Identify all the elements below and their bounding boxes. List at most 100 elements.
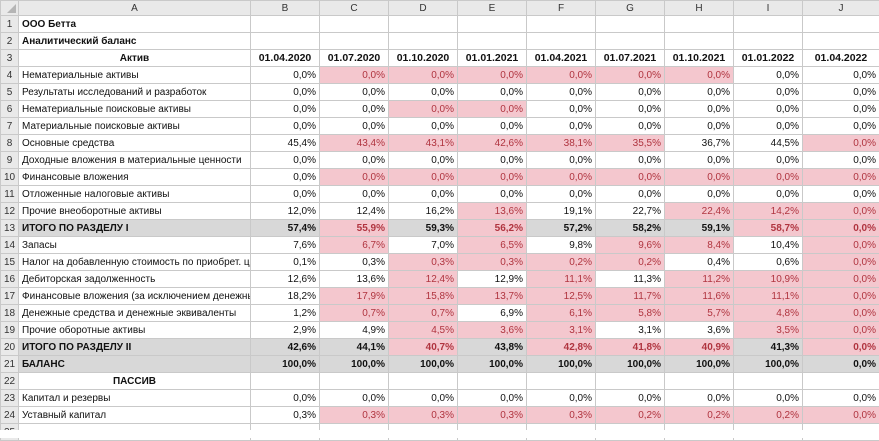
value-cell[interactable]: 3,6% [665,322,734,339]
value-cell[interactable]: 0,0% [251,186,320,203]
value-cell[interactable]: 13,6% [458,203,527,220]
empty-cell[interactable] [389,33,458,50]
empty-cell[interactable] [458,373,527,390]
value-cell[interactable]: 0,0% [596,186,665,203]
empty-cell[interactable] [665,33,734,50]
value-cell[interactable]: 13,7% [458,288,527,305]
value-cell[interactable]: 100,0% [389,356,458,373]
row-header[interactable]: 19 [1,322,19,339]
value-cell[interactable]: 8,4% [665,237,734,254]
value-cell[interactable]: 0,0% [803,118,879,135]
value-cell[interactable]: 0,0% [665,390,734,407]
value-cell[interactable]: 0,0% [320,84,389,101]
value-cell[interactable]: 0,0% [320,67,389,84]
value-cell[interactable]: 100,0% [527,356,596,373]
value-cell[interactable]: 0,0% [458,101,527,118]
value-cell[interactable]: 35,5% [596,135,665,152]
row-label-cell[interactable]: Актив [19,50,251,67]
value-cell[interactable]: 0,0% [389,169,458,186]
row-label-cell[interactable]: ПАССИВ [19,373,251,390]
value-cell[interactable]: 42,8% [527,339,596,356]
value-cell[interactable]: 0,0% [527,84,596,101]
value-cell[interactable]: 6,9% [458,305,527,322]
row-label-cell[interactable]: Прочие внеоборотные активы [19,203,251,220]
row-label-cell[interactable]: Прочие оборотные активы [19,322,251,339]
row-header[interactable]: 24 [1,407,19,424]
value-cell[interactable]: 41,8% [596,339,665,356]
value-cell[interactable]: 0,0% [527,118,596,135]
value-cell[interactable]: 0,3% [458,254,527,271]
value-cell[interactable]: 58,2% [596,220,665,237]
value-cell[interactable]: 0,0% [251,152,320,169]
value-cell[interactable]: 0,0% [665,84,734,101]
value-cell[interactable]: 44,5% [734,135,803,152]
value-cell[interactable]: 0,0% [803,220,879,237]
value-cell[interactable]: 0,0% [803,237,879,254]
value-cell[interactable]: 56,2% [458,220,527,237]
value-cell[interactable]: 0,4% [665,254,734,271]
value-cell[interactable]: 0,0% [803,322,879,339]
empty-cell[interactable] [320,33,389,50]
value-cell[interactable]: 11,1% [734,288,803,305]
value-cell[interactable]: 0,0% [596,118,665,135]
date-header-cell[interactable]: 01.04.2021 [527,50,596,67]
value-cell[interactable]: 0,6% [734,254,803,271]
row-label-cell[interactable]: Нематериальные активы [19,67,251,84]
value-cell[interactable]: 0,3% [458,407,527,424]
value-cell[interactable]: 4,9% [320,322,389,339]
row-header[interactable]: 20 [1,339,19,356]
column-header-i[interactable]: I [734,1,803,16]
value-cell[interactable]: 0,0% [389,186,458,203]
value-cell[interactable]: 0,0% [527,152,596,169]
row-header[interactable]: 12 [1,203,19,220]
date-header-cell[interactable]: 01.04.2022 [803,50,879,67]
value-cell[interactable]: 43,8% [458,339,527,356]
value-cell[interactable]: 16,2% [389,203,458,220]
value-cell[interactable]: 0,0% [320,390,389,407]
empty-cell[interactable] [458,33,527,50]
value-cell[interactable]: 0,3% [389,407,458,424]
value-cell[interactable]: 3,1% [527,322,596,339]
value-cell[interactable]: 0,7% [320,305,389,322]
value-cell[interactable]: 0,0% [458,84,527,101]
value-cell[interactable]: 41,3% [734,339,803,356]
value-cell[interactable]: 0,0% [803,356,879,373]
value-cell[interactable]: 0,2% [734,407,803,424]
value-cell[interactable]: 0,0% [527,186,596,203]
row-header[interactable]: 1 [1,16,19,33]
row-label-cell[interactable]: Налог на добавленную стоимость по приобр… [19,254,251,271]
value-cell[interactable]: 0,0% [251,118,320,135]
date-header-cell[interactable]: 01.07.2021 [596,50,665,67]
value-cell[interactable]: 0,0% [803,135,879,152]
value-cell[interactable]: 12,4% [389,271,458,288]
empty-cell[interactable] [527,373,596,390]
value-cell[interactable]: 12,4% [320,203,389,220]
value-cell[interactable]: 6,1% [527,305,596,322]
date-header-cell[interactable]: 01.10.2020 [389,50,458,67]
value-cell[interactable]: 0,0% [527,101,596,118]
value-cell[interactable]: 12,9% [458,271,527,288]
value-cell[interactable]: 0,0% [320,186,389,203]
empty-cell[interactable] [803,373,879,390]
row-header[interactable]: 17 [1,288,19,305]
value-cell[interactable]: 0,0% [458,118,527,135]
row-label-cell[interactable]: Результаты исследований и разработок [19,84,251,101]
value-cell[interactable]: 45,4% [251,135,320,152]
empty-cell[interactable] [803,16,879,33]
column-header-h[interactable]: H [665,1,734,16]
row-label-cell[interactable]: Финансовые вложения (за исключением дене… [19,288,251,305]
row-header[interactable]: 4 [1,67,19,84]
value-cell[interactable]: 0,0% [320,118,389,135]
value-cell[interactable]: 0,0% [596,84,665,101]
value-cell[interactable]: 0,0% [458,186,527,203]
row-label-cell[interactable]: Дебиторская задолженность [19,271,251,288]
value-cell[interactable]: 0,0% [389,84,458,101]
empty-cell[interactable] [734,33,803,50]
column-header-c[interactable]: C [320,1,389,16]
date-header-cell[interactable]: 01.04.2020 [251,50,320,67]
value-cell[interactable]: 5,7% [665,305,734,322]
value-cell[interactable]: 0,0% [458,390,527,407]
empty-cell[interactable] [734,16,803,33]
value-cell[interactable]: 13,6% [320,271,389,288]
row-header[interactable]: 10 [1,169,19,186]
